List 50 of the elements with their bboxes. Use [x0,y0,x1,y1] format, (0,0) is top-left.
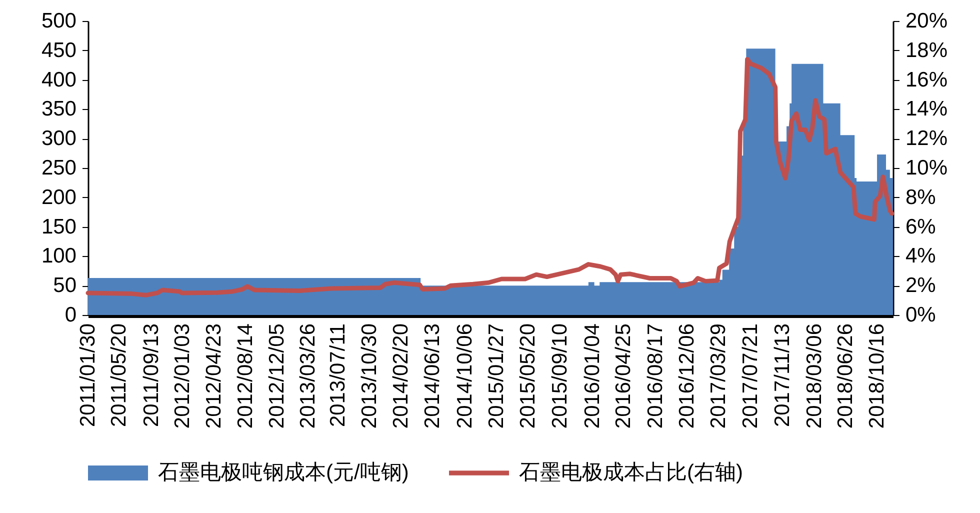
y-tick-label: 350 [41,98,76,121]
x-tick-label: 2011/05/20 [107,324,130,428]
x-tick-label: 2018/06/26 [834,324,858,429]
y-tick-label: 250 [41,156,76,180]
y2-tick-label: 4% [906,244,936,268]
x-tick-label: 2013/10/30 [358,324,381,429]
legend-label: 石墨电极吨钢成本(元/吨钢) [158,461,409,484]
x-tick-label: 2014/06/13 [421,324,444,429]
y2-tick-label: 16% [906,68,948,92]
y-tick-label: 150 [41,215,76,238]
y-tick-label: 300 [41,127,76,150]
x-tick-label: 2014/10/06 [453,324,476,429]
y-tick-label: 100 [41,244,76,268]
y-tick-label: 200 [41,186,76,209]
x-tick-label: 2011/01/30 [76,324,100,428]
x-tick-label: 2017/07/21 [738,324,762,429]
y2-tick-label: 10% [906,156,948,180]
x-tick-label: 2017/03/29 [706,324,730,429]
x-tick-label: 2015/09/10 [548,324,572,429]
x-tick-label: 2012/04/23 [202,324,226,429]
y-tick-label: 400 [41,68,76,92]
y-tick-label: 500 [41,10,76,32]
y-tick-label: 450 [41,38,76,62]
x-tick-label: 2015/05/20 [516,324,540,429]
y2-tick-label: 2% [906,274,936,298]
x-tick-label: 2016/12/06 [675,324,698,429]
x-tick-label: 2016/01/04 [580,323,604,429]
y-tick-label: 50 [53,274,76,298]
y2-tick-label: 20% [906,10,948,32]
x-tick-label: 2012/08/14 [234,323,257,429]
x-tick-label: 2014/02/20 [389,324,412,429]
y-tick-label: 0 [64,304,76,326]
y2-tick-label: 8% [906,186,936,209]
x-tick-label: 2015/01/27 [485,324,508,429]
y2-tick-label: 0% [906,304,936,326]
x-tick-label: 2017/11/13 [771,324,794,428]
y2-tick-label: 18% [906,38,948,62]
x-tick-label: 2016/08/17 [644,324,668,429]
legend-label: 石墨电极成本占比(右轴) [519,461,743,484]
y2-tick-label: 12% [906,127,948,150]
x-tick-label: 2018/03/06 [802,324,826,429]
y2-tick-label: 6% [906,215,936,238]
x-tick-label: 2013/03/26 [296,324,320,429]
y2-tick-label: 14% [906,98,948,121]
x-tick-label: 2018/10/16 [866,324,889,429]
x-tick-label: 2011/09/13 [140,324,163,428]
x-tick-label: 2016/04/25 [612,324,636,429]
x-tick-label: 2012/12/05 [266,324,289,429]
x-tick-label: 2012/01/03 [171,324,194,429]
x-tick-label: 2013/07/11 [326,324,350,428]
